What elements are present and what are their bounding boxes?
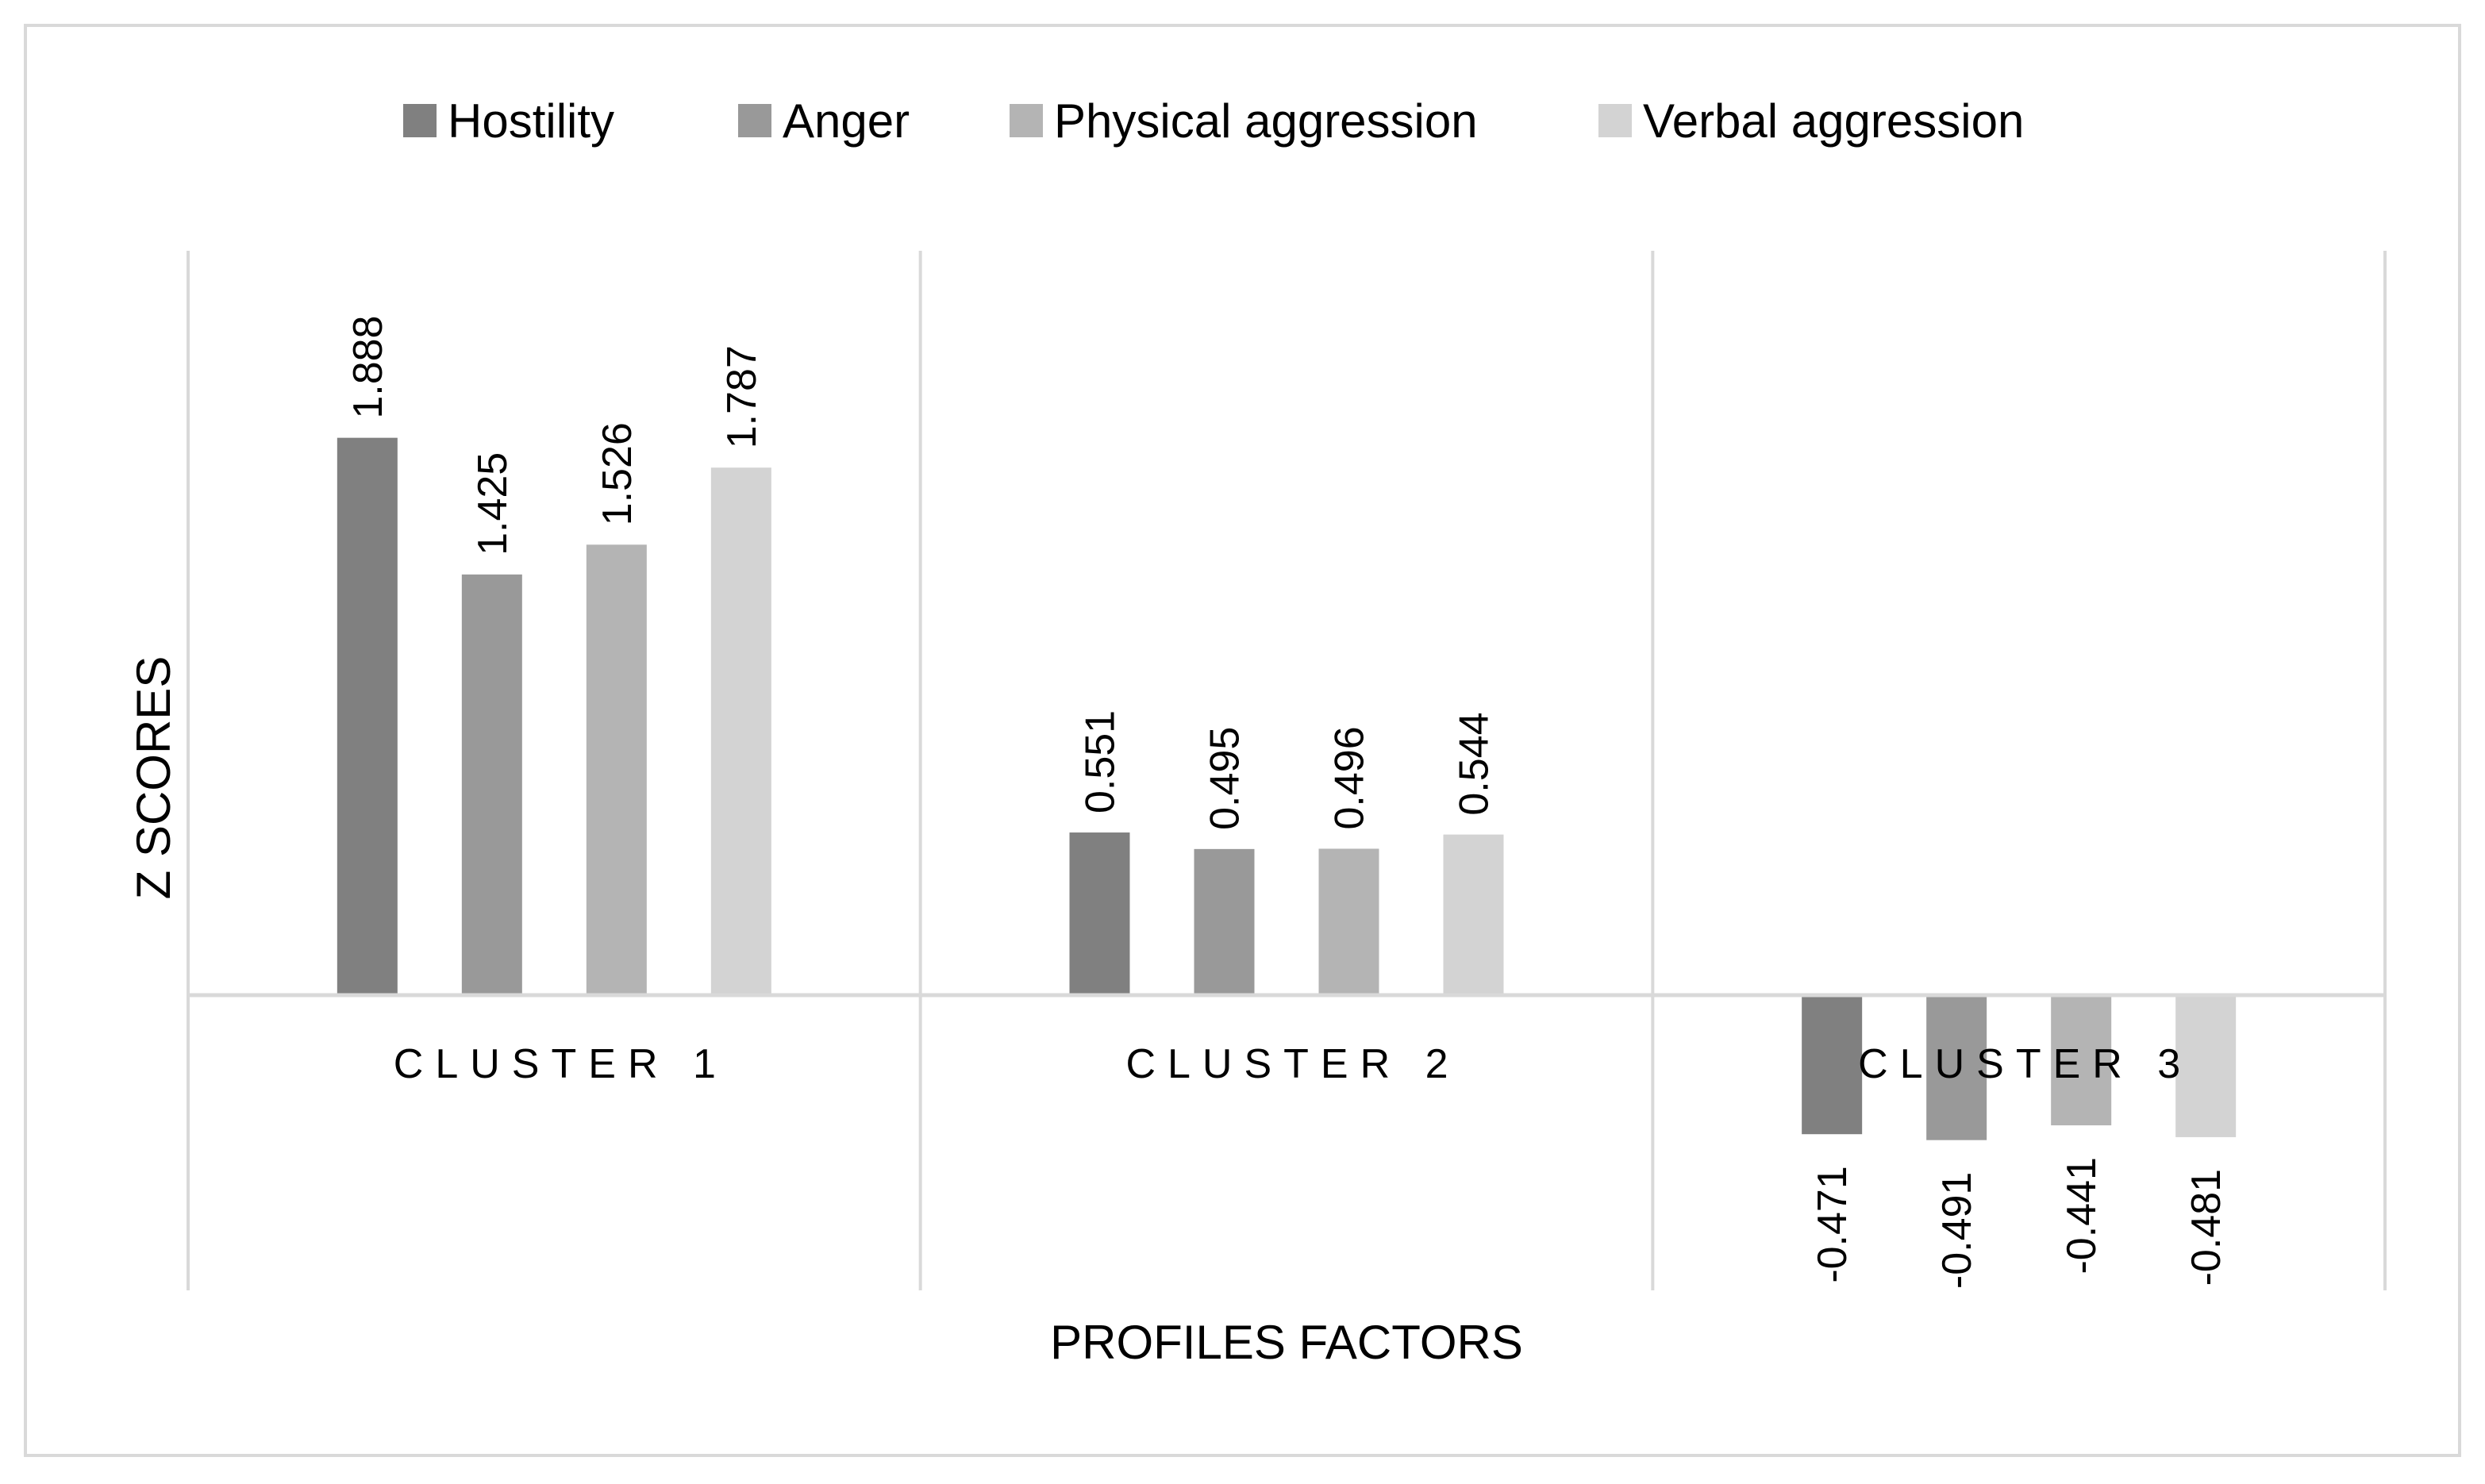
category-labels-group: CLUSTER 1 CLUSTER 2 CLUSTER 3: [394, 1041, 2192, 1087]
data-label: 0.496: [1327, 726, 1373, 829]
bar-verbal-aggression-cluster-1: [710, 467, 771, 995]
legend-label-hostility: Hostility: [448, 94, 614, 148]
data-label: -0.481: [2183, 1169, 2229, 1286]
bar-hostility-cluster-3: [1802, 995, 1863, 1135]
data-label: 0.544: [1452, 712, 1498, 815]
bars-group: [337, 437, 2237, 1140]
bar-verbal-aggression-cluster-3: [2175, 995, 2237, 1137]
category-label-cluster-3: CLUSTER 3: [1858, 1041, 2192, 1087]
legend-label-verbal-aggression: Verbal aggression: [1643, 94, 2024, 148]
cluster-separators: [187, 251, 2387, 1290]
legend-label-anger: Anger: [783, 94, 910, 148]
data-label: 0.551: [1078, 710, 1124, 813]
legend-swatch-physical-aggression: [1010, 104, 1043, 137]
legend-swatch-verbal-aggression: [1598, 104, 1632, 137]
x-axis-title: PROFILES FACTORS: [1050, 1316, 1523, 1369]
bar-verbal-aggression-cluster-2: [1443, 834, 1504, 995]
bar-physical-aggression-cluster-1: [586, 544, 647, 995]
data-label: 0.495: [1202, 727, 1248, 830]
data-label: 1.888: [345, 316, 391, 419]
bar-anger-cluster-1: [461, 574, 522, 995]
bar-physical-aggression-cluster-3: [2051, 995, 2112, 1126]
bar-hostility-cluster-2: [1069, 832, 1130, 995]
legend: Hostility Anger Physical aggression Verbal …: [403, 94, 2024, 148]
bar-hostility-cluster-1: [337, 437, 398, 995]
bar-physical-aggression-cluster-2: [1318, 848, 1379, 995]
data-label: 1.787: [719, 345, 765, 448]
data-label: -0.491: [1934, 1172, 1980, 1289]
category-label-cluster-1: CLUSTER 1: [394, 1041, 728, 1087]
data-label: -0.471: [1810, 1166, 1856, 1282]
chart-area: [24, 24, 2461, 1457]
legend-label-physical-aggression: Physical aggression: [1054, 94, 1478, 148]
category-label-cluster-2: CLUSTER 2: [1125, 1041, 1460, 1087]
data-label: 1.425: [470, 452, 516, 556]
data-label: -0.441: [2059, 1157, 2105, 1274]
bar-anger-cluster-3: [1926, 995, 1987, 1140]
data-labels-group: 1.888 1.425 1.526 1.787 0.551 0.495 0.496 0.544…: [345, 316, 2229, 1290]
legend-swatch-hostility: [403, 104, 437, 137]
y-axis-title: Z SCORES: [127, 656, 180, 900]
legend-swatch-anger: [738, 104, 771, 137]
data-label: 1.526: [594, 422, 640, 525]
bar-anger-cluster-2: [1194, 848, 1255, 995]
